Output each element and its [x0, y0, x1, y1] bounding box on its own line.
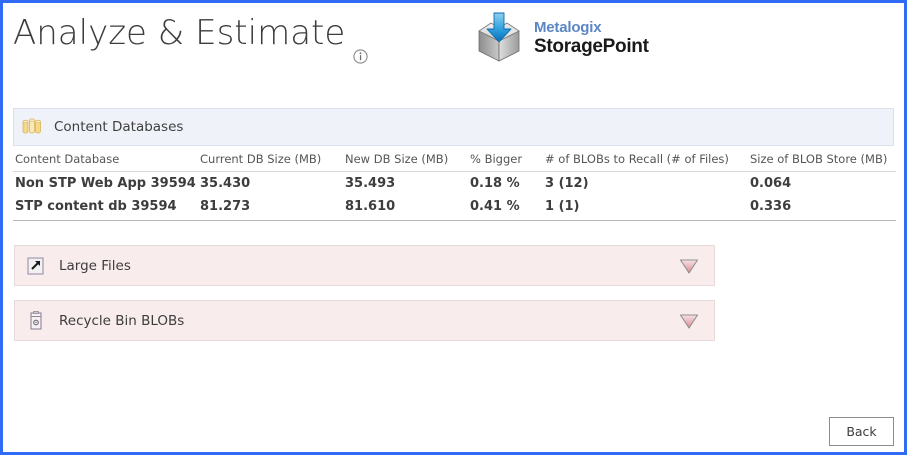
- panel-label-large-files: Large Files: [59, 257, 131, 274]
- cell-database-name: Non STP Web App 39594: [15, 176, 196, 191]
- panel-recycle-bin-blobs[interactable]: Recycle Bin BLOBs: [14, 300, 715, 341]
- cell-database-name: STP content db 39594: [13, 195, 200, 221]
- cell-blobs-to-recall: 3 (12): [545, 176, 589, 191]
- cell-percent-bigger: 0.41 %: [470, 195, 545, 221]
- content-databases-title: Content Databases: [54, 119, 184, 135]
- column-header-content-database: Content Database: [13, 146, 200, 172]
- cell-new-db-size: 35.493: [345, 176, 396, 191]
- column-header-current-db-size: Current DB Size (MB): [200, 146, 345, 172]
- product-logo: Metalogix StoragePoint: [473, 11, 649, 63]
- recycle-bin-icon: [27, 310, 45, 331]
- cell-current-db-size: 81.273: [200, 195, 345, 221]
- page-title: Analyze & Estimate: [13, 13, 368, 64]
- back-button[interactable]: Back: [829, 417, 894, 446]
- column-header-blob-store-size: Size of BLOB Store (MB): [750, 146, 896, 172]
- cell-blob-store-size: 0.336: [750, 195, 896, 221]
- cell-current-db-size: 35.430: [200, 176, 251, 191]
- info-circle-icon[interactable]: [353, 31, 368, 64]
- brand-metalogix: Metalogix: [534, 19, 602, 36]
- database-stack-icon: [22, 118, 42, 136]
- table-row: STP content db 39594 81.273 81.610 0.41 …: [13, 195, 896, 221]
- brand-storagepoint: StoragePoint: [534, 36, 649, 57]
- column-header-blobs-to-recall: # of BLOBs to Recall (# of Files): [545, 146, 750, 172]
- panel-large-files[interactable]: Large Files: [14, 245, 715, 286]
- table-header-row: Content Database Current DB Size (MB) Ne…: [13, 146, 896, 172]
- content-databases-section: Content Databases Content Database Curre…: [13, 108, 896, 221]
- cell-blobs-to-recall: 1 (1): [545, 195, 750, 221]
- storagepoint-box-arrow-icon: [473, 11, 525, 63]
- cell-new-db-size: 81.610: [345, 195, 470, 221]
- triangle-down-icon[interactable]: [678, 257, 700, 275]
- page-title-text: Analyze & Estimate: [13, 13, 346, 53]
- page-header: Analyze & Estimate: [3, 3, 904, 88]
- content-databases-table: Content Database Current DB Size (MB) Ne…: [13, 146, 896, 221]
- external-link-square-icon: [27, 256, 45, 276]
- column-header-new-db-size: New DB Size (MB): [345, 146, 470, 172]
- panel-label-recycle-bin-blobs: Recycle Bin BLOBs: [59, 312, 185, 329]
- cell-blob-store-size: 0.064: [750, 176, 792, 191]
- content-databases-header[interactable]: Content Databases: [13, 108, 894, 146]
- cell-percent-bigger: 0.18 %: [470, 176, 520, 191]
- column-header-percent-bigger: % Bigger: [470, 146, 545, 172]
- triangle-down-icon[interactable]: [678, 312, 700, 330]
- logo-wordmark: Metalogix StoragePoint: [534, 18, 649, 56]
- table-row: Non STP Web App 39594 35.430 35.493 0.18…: [13, 172, 896, 196]
